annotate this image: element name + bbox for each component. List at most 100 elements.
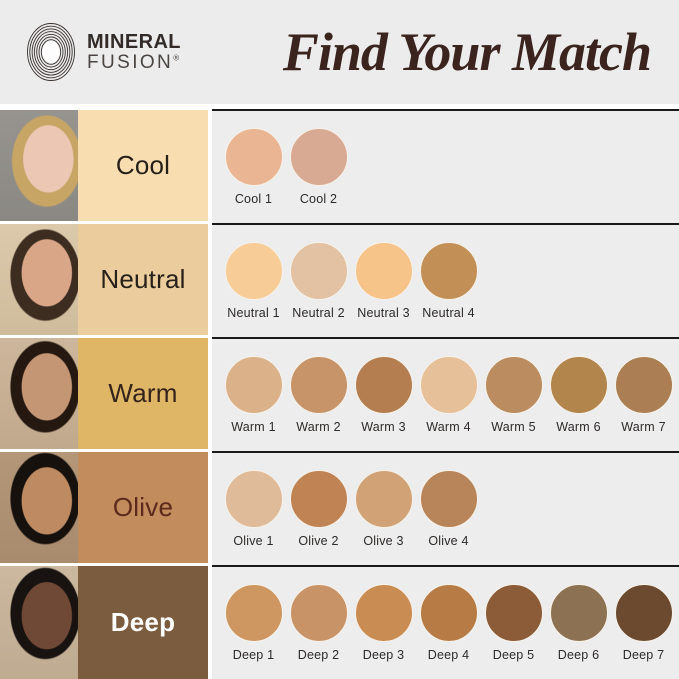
- shade-swatch: Warm 6: [546, 356, 611, 451]
- page-title: Find Your Match: [282, 22, 652, 82]
- shade-circle: [419, 356, 478, 414]
- shade-name: Deep 1: [232, 648, 275, 662]
- shade-swatch: Deep 1: [221, 584, 286, 679]
- shade-swatch: Deep 7: [611, 584, 676, 679]
- shade-name: Deep 7: [622, 648, 665, 662]
- shade-name: Warm 7: [621, 420, 666, 434]
- shade-swatch: Warm 7: [611, 356, 676, 451]
- shade-circle: [224, 242, 283, 300]
- shade-name: Olive 1: [233, 534, 274, 548]
- shade-swatch: Deep 5: [481, 584, 546, 679]
- shade-swatch: Cool 1: [221, 128, 286, 223]
- shade-name: Olive 2: [298, 534, 339, 548]
- category-label-block: Olive: [78, 452, 208, 563]
- category-label: Warm: [108, 378, 178, 408]
- category-label: Cool: [115, 150, 171, 180]
- shade-circle: [224, 470, 283, 528]
- shade-swatch: Warm 3: [351, 356, 416, 451]
- shade-name: Warm 5: [491, 420, 536, 434]
- model-photo-warm: [0, 338, 78, 449]
- shade-swatch: Warm 4: [416, 356, 481, 451]
- shade-match-grid: Cool Neutral Warm Olive Deep: [0, 109, 679, 679]
- category-label-block: Cool: [78, 110, 208, 221]
- shade-swatch: Neutral 1: [221, 242, 286, 337]
- shade-circle: [484, 356, 543, 414]
- shade-circle: [224, 584, 283, 642]
- shade-name: Warm 4: [426, 420, 471, 434]
- shade-name: Neutral 4: [422, 306, 475, 320]
- model-photo-olive: [0, 452, 78, 563]
- shade-name: Cool 1: [234, 192, 273, 206]
- category-row-warm: Warm: [0, 338, 212, 449]
- shade-circle: [224, 128, 283, 186]
- brand-wordmark: MINERAL FUSION®: [87, 32, 181, 72]
- swatch-row-deep: Deep 1 Deep 2 Deep 3 Deep 4 Deep 5 Deep 6 Deep…: [212, 567, 679, 679]
- shade-name: Warm 2: [296, 420, 341, 434]
- shade-swatch: Deep 6: [546, 584, 611, 679]
- shade-swatch: Deep 4: [416, 584, 481, 679]
- category-label-block: Warm: [78, 338, 208, 449]
- shade-swatch: Warm 1: [221, 356, 286, 451]
- shade-swatch: Neutral 3: [351, 242, 416, 337]
- brand-name-line2: FUSION®: [87, 51, 180, 73]
- shade-swatch: Olive 2: [286, 470, 351, 565]
- shade-circle: [224, 356, 283, 414]
- shade-name: Neutral 3: [357, 306, 410, 320]
- shade-circle: [419, 584, 478, 642]
- category-row-cool: Cool: [0, 110, 212, 221]
- shade-name: Warm 1: [231, 420, 276, 434]
- shade-circle: [484, 584, 543, 642]
- shade-circle: [354, 242, 413, 300]
- shade-circle: [549, 584, 608, 642]
- category-row-olive: Olive: [0, 452, 212, 563]
- category-row-deep: Deep: [0, 566, 212, 679]
- shade-circle: [354, 584, 413, 642]
- shade-circle: [614, 584, 673, 642]
- category-label-block: Neutral: [78, 224, 208, 335]
- shade-swatch: Deep 3: [351, 584, 416, 679]
- shade-swatch: Olive 1: [221, 470, 286, 565]
- shade-name: Deep 3: [362, 648, 405, 662]
- registered-trademark-symbol: ®: [173, 53, 180, 63]
- swatch-panel: Cool 1 Cool 2 Neutral 1 Neutral 2 Neutral 3…: [212, 109, 679, 679]
- shade-swatch: Deep 2: [286, 584, 351, 679]
- shade-name: Olive 3: [363, 534, 404, 548]
- shade-swatch: Neutral 2: [286, 242, 351, 337]
- shade-name: Deep 4: [427, 648, 470, 662]
- shade-circle: [419, 470, 478, 528]
- shade-swatch: Neutral 4: [416, 242, 481, 337]
- shade-name: Neutral 2: [292, 306, 345, 320]
- shade-name: Deep 6: [557, 648, 600, 662]
- shade-circle: [354, 470, 413, 528]
- shade-circle: [419, 242, 478, 300]
- swatch-row-cool: Cool 1 Cool 2: [212, 111, 679, 225]
- category-label: Olive: [112, 492, 174, 522]
- category-label-block: Deep: [78, 566, 208, 679]
- category-label: Deep: [110, 607, 176, 637]
- shade-swatch: Cool 2: [286, 128, 351, 223]
- shade-circle: [289, 128, 348, 186]
- brand-name-line1: MINERAL: [87, 31, 181, 54]
- shade-circle: [614, 356, 673, 414]
- shade-circle: [289, 470, 348, 528]
- shade-name: Deep 5: [492, 648, 535, 662]
- shade-name: Olive 4: [428, 534, 469, 548]
- swatch-row-neutral: Neutral 1 Neutral 2 Neutral 3 Neutral 4: [212, 225, 679, 339]
- brand-logo: MINERAL FUSION®: [26, 22, 181, 82]
- shade-circle: [354, 356, 413, 414]
- shade-swatch: Olive 3: [351, 470, 416, 565]
- swatch-row-warm: Warm 1 Warm 2 Warm 3 Warm 4 Warm 5 Warm 6 Warm…: [212, 339, 679, 453]
- category-label: Neutral: [100, 264, 186, 294]
- model-photo-cool: [0, 110, 78, 221]
- shade-circle: [289, 356, 348, 414]
- shade-name: Warm 3: [361, 420, 406, 434]
- shade-circle: [289, 242, 348, 300]
- shade-circle: [549, 356, 608, 414]
- model-photo-neutral: [0, 224, 78, 335]
- category-column: Cool Neutral Warm Olive Deep: [0, 110, 212, 679]
- shade-name: Deep 2: [297, 648, 340, 662]
- shade-name: Neutral 1: [227, 306, 280, 320]
- shade-swatch: Warm 2: [286, 356, 351, 451]
- page-header: MINERAL FUSION® Find Your Match: [0, 0, 679, 104]
- shade-name: Cool 2: [299, 192, 338, 206]
